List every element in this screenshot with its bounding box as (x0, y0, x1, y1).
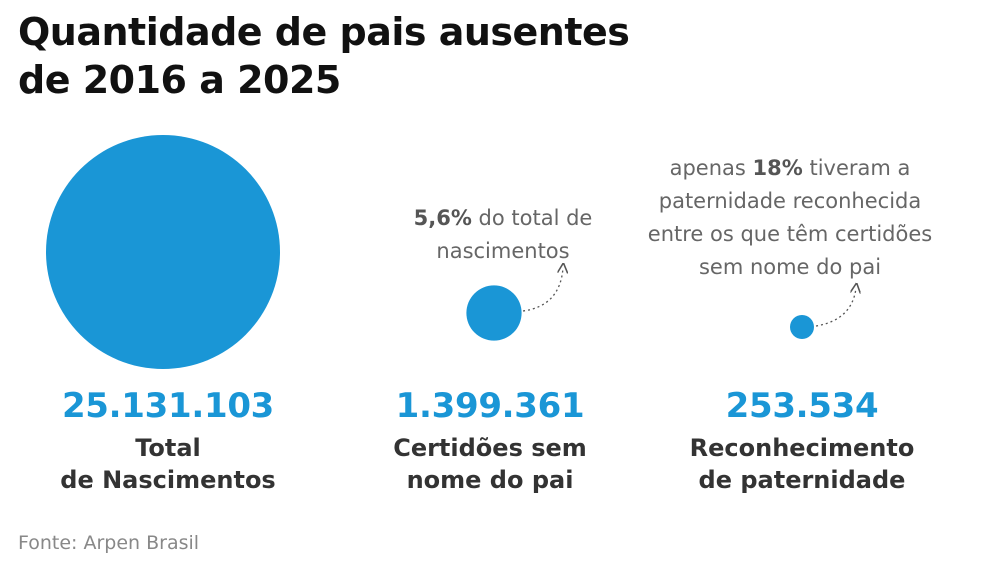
chart-title: Quantidade de pais ausentes de 2016 a 20… (18, 8, 630, 104)
label-total-nascimentos-line-2: de Nascimentos (60, 466, 276, 494)
annotation-reconhecimento-text-1a: apenas (669, 156, 753, 180)
bubble-group (46, 135, 814, 369)
annotation-reconhecimento-line-4: sem nome do pai (698, 255, 882, 279)
value-reconhecimento: 253.534 (725, 386, 879, 426)
value-certidoes: 1.399.361 (395, 386, 585, 426)
value-total-nascimentos: 25.131.103 (61, 386, 275, 426)
bubble-reconhecimento (790, 315, 814, 339)
label-certidoes-line-1: Certidões sem (393, 434, 587, 462)
annotation-reconhecimento: apenas 18% tiveram a paternidade reconhe… (620, 152, 960, 284)
annotation-reconhecimento-text-1b: tiveram a (802, 156, 911, 180)
chart-title-line-1: Quantidade de pais ausentes (18, 10, 630, 54)
annotation-reconhecimento-line-2: paternidade reconhecida (658, 189, 922, 213)
annotation-certidoes-text-1: do total de (471, 206, 593, 230)
label-total-nascimentos: Total de Nascimentos (8, 432, 328, 496)
source-note: Fonte: Arpen Brasil (18, 532, 200, 554)
annotation-certidoes: 5,6% do total de nascimentos (398, 202, 608, 268)
label-reconhecimento-line-1: Reconhecimento (689, 434, 915, 462)
annotation-certidoes-line-1: 5,6% do total de (398, 202, 608, 235)
annotation-reconhecimento-line-1: apenas 18% tiveram a (620, 152, 960, 185)
annotation-reconhecimento-line-3: entre os que têm certidões (647, 222, 933, 246)
bubble-total-nascimentos (46, 135, 280, 369)
chart-title-line-2: de 2016 a 2025 (18, 58, 341, 102)
label-total-nascimentos-line-1: Total (135, 434, 201, 462)
label-reconhecimento: Reconhecimento de paternidade (642, 432, 962, 496)
annotation-certidoes-highlight: 5,6% (413, 206, 472, 230)
annotation-certidoes-line-2: nascimentos (436, 239, 570, 263)
annotation-reconhecimento-highlight: 18% (752, 156, 803, 180)
label-reconhecimento-line-2: de paternidade (698, 466, 906, 494)
label-certidoes: Certidões sem nome do pai (330, 432, 650, 496)
label-certidoes-line-2: nome do pai (406, 466, 574, 494)
annotation-arrow-reconhecimento (815, 288, 856, 327)
bubble-certidoes (466, 285, 522, 341)
annotation-arrow-certidoes (522, 268, 563, 312)
